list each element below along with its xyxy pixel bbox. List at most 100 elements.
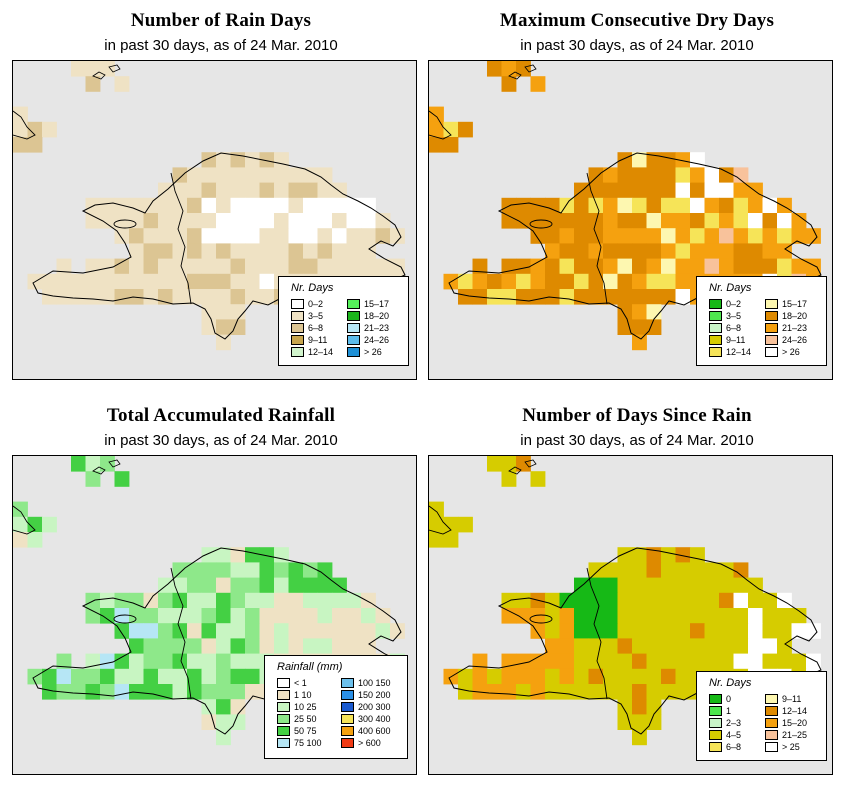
grid-cell xyxy=(13,121,28,138)
grid-cell xyxy=(574,213,589,229)
grid-cell xyxy=(661,213,676,229)
grid-cell xyxy=(530,684,546,700)
grid-cell xyxy=(201,304,217,320)
legend-title: Nr. Days xyxy=(709,282,752,294)
legend-label: 150 200 xyxy=(358,690,391,700)
grid-cell xyxy=(632,668,647,685)
grid-cell xyxy=(216,152,231,168)
grid-cell xyxy=(559,243,575,259)
grid-cell xyxy=(704,258,720,275)
grid-cell xyxy=(187,167,202,183)
grid-cell xyxy=(100,197,115,214)
grid-cell xyxy=(748,213,763,229)
gonave-island xyxy=(529,614,553,624)
small-islands xyxy=(92,459,121,475)
grid-cell xyxy=(704,562,720,578)
grid-cell xyxy=(332,577,347,594)
grid-cell xyxy=(574,273,589,290)
grid-cell xyxy=(129,668,144,685)
grid-cell xyxy=(646,304,662,320)
grid-cell xyxy=(559,258,575,275)
grid-cell xyxy=(530,608,546,624)
legend-swatch xyxy=(341,726,354,736)
small-islands xyxy=(508,459,537,475)
grid-cell xyxy=(100,273,115,290)
legend-label: 1 xyxy=(726,706,732,716)
grid-cell xyxy=(274,182,289,199)
grid-cell xyxy=(516,61,531,77)
grid-cell xyxy=(588,197,604,214)
legend-swatch xyxy=(765,335,778,345)
grid-cell xyxy=(458,273,473,290)
grid-cell xyxy=(588,258,604,275)
legend-label: 1 10 xyxy=(294,690,312,700)
grid-cell xyxy=(187,638,202,654)
grid-cell xyxy=(704,213,720,229)
grid-cell xyxy=(201,623,217,639)
grid-cell xyxy=(317,167,333,183)
grid-cell xyxy=(274,167,289,183)
grid-cell xyxy=(158,653,173,670)
grid-cell xyxy=(646,638,662,654)
grid-cell xyxy=(245,638,260,654)
grid-cell xyxy=(530,653,546,670)
grid-cell xyxy=(85,273,101,290)
grid-cell xyxy=(288,562,304,578)
grid-cell xyxy=(632,653,647,670)
grid-cell xyxy=(129,258,144,275)
grid-cell xyxy=(733,228,749,244)
grid-cell xyxy=(443,121,459,138)
grid-cell xyxy=(129,592,144,609)
grid-cell xyxy=(303,182,318,199)
grid-cell xyxy=(216,714,231,730)
legend-label: 21–23 xyxy=(782,323,808,333)
grid-cell xyxy=(646,714,662,730)
panel-rainfall: Total Accumulated Rainfall in past 30 da… xyxy=(12,395,430,779)
cuba-coast xyxy=(429,110,452,140)
grid-cell xyxy=(187,243,202,259)
grid-cell xyxy=(603,182,618,199)
grid-cell xyxy=(187,608,202,624)
grid-cell xyxy=(574,228,589,244)
grid-cell xyxy=(675,197,691,214)
grid-cell xyxy=(617,668,633,685)
grid-cell xyxy=(588,623,604,639)
grid-cell xyxy=(777,623,792,639)
grid-cell xyxy=(690,197,705,214)
grid-cell xyxy=(429,516,444,533)
grid-cell xyxy=(443,532,459,548)
legend-swatch xyxy=(347,323,360,333)
grid-cell xyxy=(762,213,778,229)
grid-cell xyxy=(748,228,763,244)
grid-cell xyxy=(661,289,676,305)
grid-cell xyxy=(617,638,633,654)
grid-cell xyxy=(777,228,792,244)
grid-cell xyxy=(259,213,275,229)
legend-swatch xyxy=(709,742,722,752)
grid-cell xyxy=(201,668,217,685)
grid-cell xyxy=(317,258,333,275)
grid-cell xyxy=(332,182,347,199)
grid-cell xyxy=(661,152,676,168)
legend-swatch xyxy=(277,690,290,700)
grid-cell xyxy=(487,61,502,77)
grid-cell xyxy=(632,197,647,214)
grid-cell xyxy=(545,653,560,670)
grid-cell xyxy=(530,213,546,229)
grid-cell xyxy=(530,76,546,92)
grid-cell xyxy=(632,243,647,259)
grid-cell xyxy=(487,684,502,700)
grid-cell xyxy=(274,228,289,244)
grid-cell xyxy=(71,289,86,305)
grid-cell xyxy=(230,562,246,578)
grid-cell xyxy=(617,243,633,259)
grid-cell xyxy=(274,608,289,624)
legend-label: 50 75 xyxy=(294,726,317,736)
grid-cell xyxy=(158,638,173,654)
grid-cell xyxy=(332,213,347,229)
grid-cell xyxy=(574,623,589,639)
legend-label: 10 25 xyxy=(294,702,317,712)
grid-cell xyxy=(158,668,173,685)
grid-cell xyxy=(516,197,531,214)
legend-label: 400 600 xyxy=(358,726,391,736)
